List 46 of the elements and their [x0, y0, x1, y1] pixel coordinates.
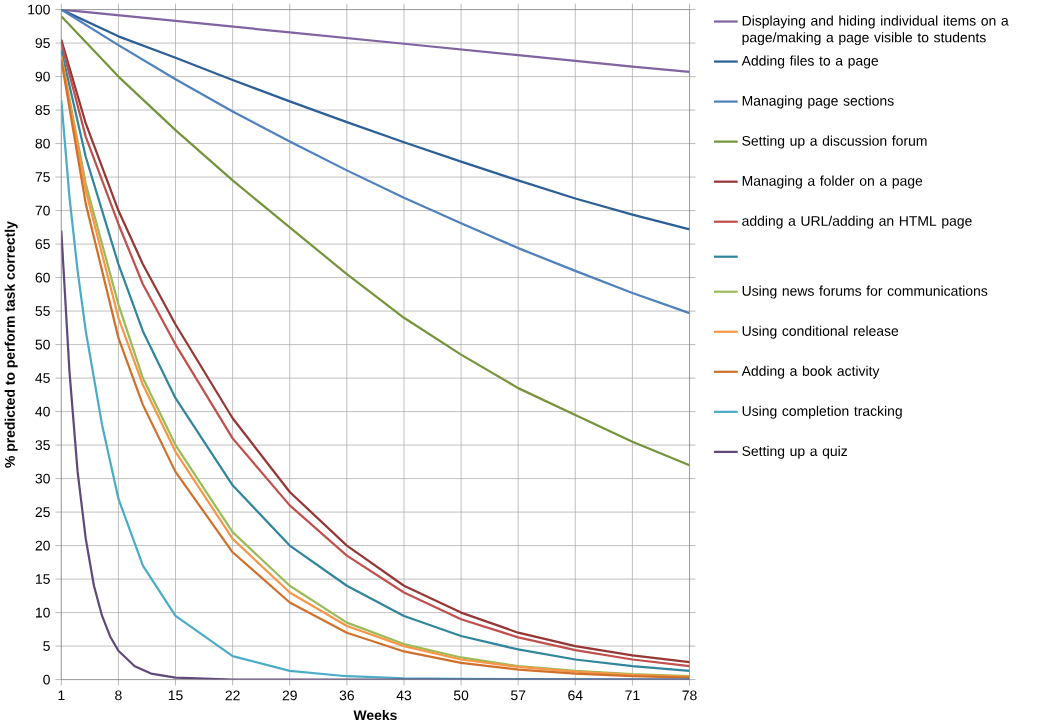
x-tick-label: 50 — [453, 690, 469, 701]
y-tick-label: 80 — [35, 138, 50, 149]
y-tick-label: 60 — [35, 272, 50, 283]
y-tick-label: 50 — [35, 339, 50, 350]
legend-label: Setting up a discussion forum — [742, 135, 927, 149]
y-tick-label: 20 — [35, 540, 50, 551]
x-tick-label: 57 — [511, 690, 526, 701]
x-tick-label: 8 — [115, 690, 122, 701]
x-tick-label: 64 — [568, 690, 583, 701]
y-tick-label: 45 — [35, 373, 50, 384]
x-tick-label: 29 — [282, 690, 297, 701]
legend-label: Adding files to a page — [741, 55, 879, 69]
x-tick-label: 71 — [625, 690, 640, 701]
y-tick-label: 75 — [35, 172, 50, 183]
y-axis-title: % predicted to perform task correctly — [4, 221, 18, 468]
y-tick-label: 15 — [36, 574, 50, 585]
legend-label: Adding a book activity — [741, 365, 880, 379]
x-axis-title: Weeks — [353, 710, 397, 721]
x-tick-label: 78 — [682, 690, 697, 701]
legend-label: Displaying and hiding individual items on a page/making a page visible to students — [742, 15, 1009, 46]
x-tick-label: 43 — [396, 690, 412, 701]
legend-label: Managing page sections — [742, 95, 894, 109]
y-tick-label: 85 — [35, 105, 50, 116]
legend-label: Using conditional release — [742, 325, 899, 339]
legend-label: Managing a folder on a page — [742, 175, 923, 189]
y-tick-label: 10 — [36, 607, 50, 618]
y-tick-label: 55 — [35, 306, 50, 317]
y-tick-label: 100 — [28, 4, 50, 15]
y-tick-label: 70 — [35, 205, 50, 216]
y-tick-label: 40 — [35, 406, 50, 417]
x-tick-label: 15 — [168, 690, 183, 701]
y-tick-label: 0 — [43, 674, 50, 685]
x-tick-label: 36 — [339, 690, 354, 701]
x-tick-label: 22 — [225, 690, 240, 701]
legend-label: Using completion tracking — [742, 405, 902, 419]
y-tick-label: 65 — [35, 239, 50, 250]
x-tick-label: 1 — [58, 690, 65, 701]
y-tick-label: 90 — [35, 71, 50, 82]
legend-label: Using news forums for communications — [742, 285, 988, 299]
y-tick-label: 95 — [35, 38, 50, 49]
y-tick-label: 25 — [35, 507, 50, 518]
y-tick-label: 30 — [35, 473, 50, 484]
legend-label: Setting up a quiz — [742, 445, 847, 459]
y-tick-label: 35 — [35, 440, 50, 451]
legend-label: adding a URL/adding an HTML page — [742, 215, 972, 229]
y-tick-label: 5 — [43, 641, 50, 652]
